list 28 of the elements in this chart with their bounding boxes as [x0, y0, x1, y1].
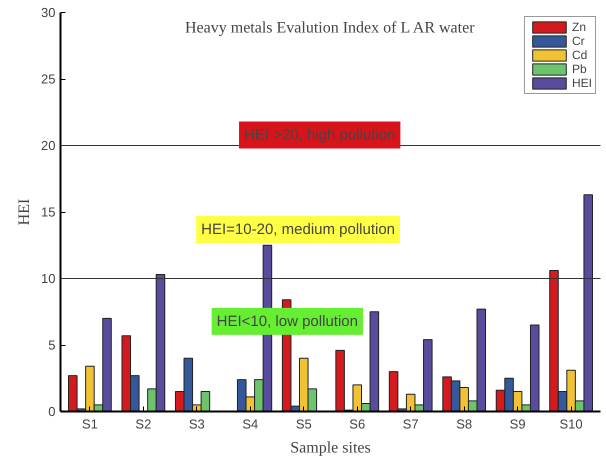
chart-title: Heavy metals Evalution Index of L AR water — [184, 19, 476, 36]
x-tick-label: S9 — [510, 416, 526, 432]
legend-label: Cd — [572, 48, 588, 62]
y-tick-label: 30 — [41, 5, 56, 20]
x-axis-title: Sample sites — [290, 440, 371, 456]
y-tick-label: 5 — [48, 338, 56, 352]
x-tick-label: S7 — [402, 416, 419, 432]
y-tick-label: 0 — [48, 404, 56, 419]
x-tick-label: S3 — [188, 416, 205, 432]
y-axis-title: HEI — [16, 198, 34, 226]
x-tick-label: S8 — [456, 416, 472, 432]
x-tick-label: S2 — [135, 416, 152, 432]
legend-label: Zn — [572, 20, 587, 34]
annotation: HEI=10-20, medium pollution — [201, 221, 396, 238]
y-tick-label: 15 — [41, 204, 56, 220]
x-tick-label: S6 — [349, 416, 366, 432]
x-tick-label: S4 — [242, 416, 258, 432]
y-tick-label: 25 — [41, 72, 56, 86]
y-tick-label: 20 — [41, 138, 56, 153]
x-tick-label: S10 — [560, 416, 583, 432]
y-tick-label: 10 — [41, 271, 56, 286]
legend-label: HEI — [572, 76, 592, 90]
legend-label: Pb — [572, 62, 588, 76]
x-tick-label: S5 — [296, 416, 312, 432]
annotation: HEI >20, high pollution — [244, 126, 396, 144]
annotation: HEI<10, low pollution — [216, 312, 358, 330]
legend-label: Cr — [572, 34, 586, 48]
x-tick-label: S1 — [82, 416, 98, 432]
